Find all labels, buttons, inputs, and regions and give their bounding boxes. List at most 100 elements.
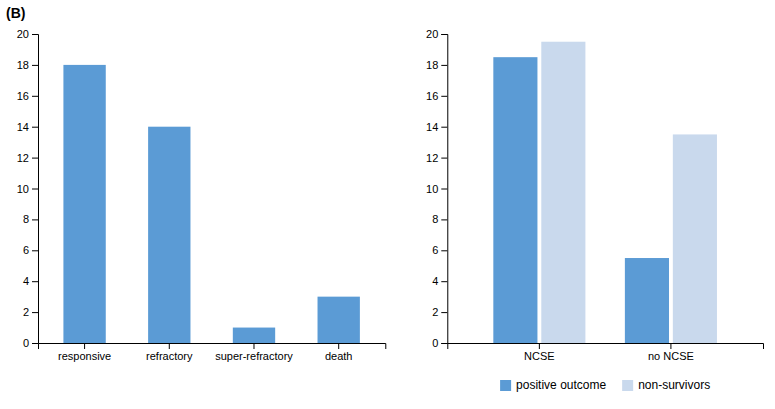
y-tick-mark	[32, 189, 38, 190]
x-tick-label: no NCSE	[648, 350, 694, 362]
y-tick: 4	[23, 275, 38, 287]
x-tick-mark	[670, 343, 671, 349]
y-tick-mark	[441, 96, 447, 97]
legend: positive outcome non-survivors	[500, 378, 710, 392]
x-tick-label: NCSE	[524, 350, 555, 362]
y-tick-mark	[441, 312, 447, 313]
y-tick-mark	[441, 250, 447, 251]
y-tick: 2	[432, 306, 447, 318]
y-tick-label: 10	[426, 183, 438, 195]
bars	[493, 42, 717, 343]
x-tick: super-refractory	[215, 343, 293, 362]
y-tick-mark	[441, 281, 447, 282]
y-tick-label: 6	[432, 244, 438, 256]
x-tick: no NCSE	[648, 343, 694, 362]
y-axis: 0 2 4 6 8 10 12 14 16 18 20	[17, 28, 39, 349]
x-tick-label: responsive	[58, 350, 111, 362]
y-tick-label: 20	[426, 28, 438, 40]
y-tick-mark	[32, 65, 38, 66]
x-axis: NCSE no NCSE	[448, 343, 764, 362]
y-tick-label: 16	[426, 90, 438, 102]
y-tick: 18	[17, 59, 38, 71]
y-tick-mark	[441, 343, 447, 344]
x-tick: responsive	[58, 343, 111, 362]
y-tick-label: 0	[23, 337, 29, 349]
bar	[318, 297, 360, 343]
legend-swatch	[622, 380, 633, 391]
y-tick-label: 4	[432, 275, 438, 287]
y-tick-label: 18	[17, 59, 29, 71]
y-tick: 14	[426, 121, 447, 133]
x-tick-mark	[169, 343, 170, 349]
y-tick-mark	[32, 281, 38, 282]
y-axis: 0 2 4 6 8 10 12 14 16 18 20	[426, 28, 448, 349]
x-tick-mark	[84, 343, 85, 349]
y-tick: 2	[23, 306, 38, 318]
panel: 0 2 4 6 8 10 12 14 16 18 20 NCSE no NCSE positive out…	[426, 28, 763, 392]
panel-label: (B)	[6, 5, 25, 21]
y-tick: 0	[23, 337, 38, 349]
y-tick: 8	[23, 213, 38, 225]
bar	[493, 57, 537, 343]
y-tick: 16	[426, 90, 447, 102]
y-tick-label: 8	[432, 213, 438, 225]
y-tick: 20	[17, 28, 38, 40]
y-tick-label: 16	[17, 90, 29, 102]
x-tick-label: death	[325, 350, 353, 362]
x-tick-label: refractory	[146, 350, 193, 362]
y-tick-label: 14	[17, 121, 29, 133]
legend-item: positive outcome	[500, 378, 606, 392]
y-tick-mark	[32, 96, 38, 97]
x-tick: NCSE	[524, 343, 555, 362]
y-tick-label: 14	[426, 121, 438, 133]
y-tick-label: 4	[23, 275, 29, 287]
x-tick-mark	[539, 343, 540, 349]
y-tick-mark	[32, 343, 38, 344]
y-tick: 0	[432, 337, 447, 349]
y-tick-label: 6	[23, 244, 29, 256]
y-tick-mark	[32, 34, 38, 35]
y-tick-mark	[32, 158, 38, 159]
y-tick-label: 12	[426, 152, 438, 164]
y-tick-mark	[441, 127, 447, 128]
y-tick-mark	[32, 250, 38, 251]
x-tick-mark	[338, 343, 339, 349]
y-tick-label: 2	[23, 306, 29, 318]
y-tick-mark	[441, 158, 447, 159]
bar	[541, 42, 585, 343]
y-tick: 6	[23, 244, 38, 256]
bar	[625, 258, 669, 343]
y-tick: 12	[17, 152, 38, 164]
y-tick: 6	[432, 244, 447, 256]
y-tick-label: 12	[17, 152, 29, 164]
legend-item: non-survivors	[622, 378, 710, 392]
y-tick-label: 8	[23, 213, 29, 225]
y-axis-line	[441, 35, 448, 344]
y-tick: 10	[17, 183, 38, 195]
x-axis-line	[448, 344, 764, 350]
bar	[148, 127, 190, 343]
y-tick-mark	[441, 219, 447, 220]
y-tick: 4	[432, 275, 447, 287]
x-tick-label: super-refractory	[215, 350, 293, 362]
y-tick: 20	[426, 28, 447, 40]
y-tick-label: 18	[426, 59, 438, 71]
legend-swatch	[500, 380, 511, 391]
y-axis-line	[32, 35, 39, 344]
y-tick-mark	[441, 65, 447, 66]
y-tick: 10	[426, 183, 447, 195]
x-tick-mark	[253, 343, 254, 349]
legend-label: positive outcome	[516, 378, 606, 392]
y-tick-mark	[32, 312, 38, 313]
panel: 0 2 4 6 8 10 12 14 16 18 20 responsive refractory sup…	[17, 28, 386, 362]
y-tick: 12	[426, 152, 447, 164]
x-tick: death	[325, 343, 353, 362]
legend-label: non-survivors	[638, 378, 710, 392]
bar	[673, 134, 717, 343]
y-tick-mark	[32, 127, 38, 128]
y-tick-mark	[32, 219, 38, 220]
y-tick-label: 20	[17, 28, 29, 40]
bar	[63, 65, 105, 343]
y-tick: 16	[17, 90, 38, 102]
y-tick-mark	[441, 34, 447, 35]
